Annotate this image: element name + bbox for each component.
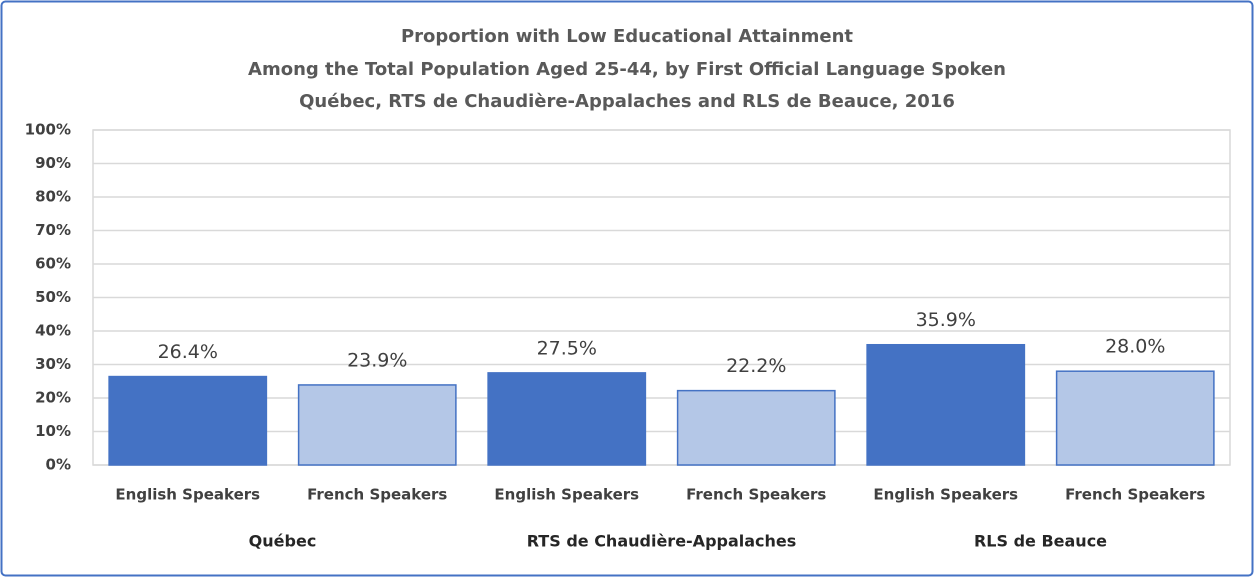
group-label: RTS de Chaudière-Appalaches (527, 532, 797, 551)
x-tick-label: English Speakers (494, 486, 639, 504)
y-tick-label: 30% (35, 355, 71, 373)
x-tick-label: English Speakers (873, 486, 1018, 504)
y-tick-label: 50% (35, 288, 71, 306)
data-label: 26.4% (158, 341, 218, 363)
y-tick-label: 40% (35, 322, 71, 340)
bar (108, 375, 268, 466)
data-label: 27.5% (537, 337, 597, 359)
bar (866, 343, 1026, 466)
y-tick-label: 90% (35, 154, 71, 172)
y-tick-label: 10% (35, 422, 71, 440)
x-tick-label: French Speakers (1065, 486, 1205, 504)
bar (1055, 370, 1215, 466)
data-label: 23.9% (347, 349, 407, 371)
x-tick-label: English Speakers (115, 486, 260, 504)
x-tick-label: French Speakers (686, 486, 826, 504)
bar (487, 372, 647, 466)
data-label: 22.2% (726, 355, 786, 377)
group-label: RLS de Beauce (974, 532, 1107, 551)
y-tick-label: 20% (35, 389, 71, 407)
bar (676, 389, 836, 466)
group-label: Québec (249, 532, 317, 551)
bar (297, 384, 457, 466)
chart-subtitle: Among the Total Population Aged 25-44, b… (248, 59, 1006, 80)
y-tick-label: 80% (35, 188, 71, 206)
chart-title: Proportion with Low Educational Attainme… (401, 26, 853, 47)
y-tick-label: 0% (46, 456, 71, 474)
plot-border (92, 129, 1231, 466)
y-tick-label: 70% (35, 221, 71, 239)
x-tick-label: French Speakers (307, 486, 447, 504)
data-label: 28.0% (1105, 336, 1165, 358)
chart-subtitle: Québec, RTS de Chaudière-Appalaches and … (299, 91, 955, 112)
data-label: 35.9% (916, 309, 976, 331)
y-tick-label: 60% (35, 255, 71, 273)
y-tick-label: 100% (25, 121, 71, 139)
